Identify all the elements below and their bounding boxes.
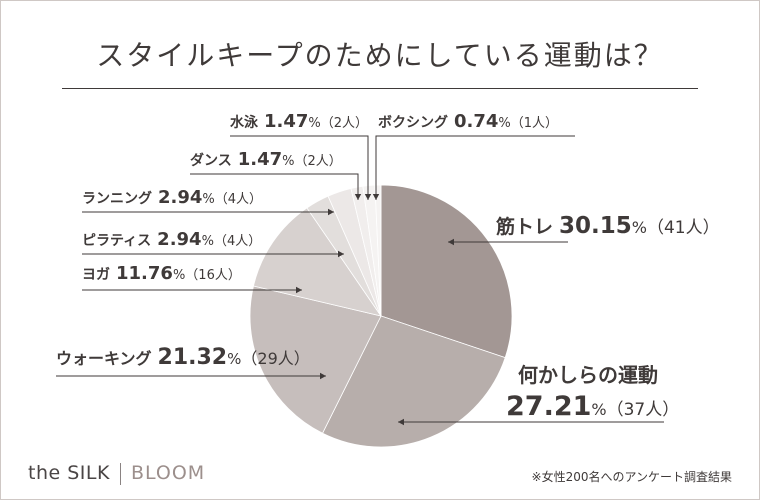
slice-label: 筋トレ 30.15%（41人） xyxy=(496,213,720,239)
brand-name-right: BLOOM xyxy=(130,462,206,484)
slice-label: 水泳 1.47%（2人） xyxy=(230,111,368,132)
leader-line xyxy=(375,135,575,200)
leader-line xyxy=(190,173,359,200)
leader-arrowhead xyxy=(296,286,302,294)
brand-logo: the SILK BLOOM xyxy=(28,462,205,485)
leader-arrowhead xyxy=(372,194,380,200)
leader-line xyxy=(230,135,369,200)
leader-arrowhead xyxy=(364,194,372,200)
pie-slice xyxy=(374,184,382,317)
slice-label: ランニング 2.94%（4人） xyxy=(82,187,262,208)
slice-label: ヨガ 11.76%（16人） xyxy=(82,263,241,284)
leader-arrowhead xyxy=(328,208,334,216)
pie-slice xyxy=(322,315,506,448)
survey-footnote: ※女性200名へのアンケート調査結果 xyxy=(531,470,732,484)
slice-label: ウォーキング 21.32%（29人） xyxy=(56,345,310,370)
title-divider xyxy=(62,88,698,89)
chart-title: スタイルキープのためにしている運動は？ xyxy=(96,39,664,72)
leader-arrowhead xyxy=(398,418,404,426)
pie-slice xyxy=(380,184,513,359)
leader-arrowhead xyxy=(354,194,362,200)
pie-slice xyxy=(253,207,382,317)
slice-label: ダンス 1.47%（2人） xyxy=(190,149,342,170)
pie-slice xyxy=(249,285,382,434)
brand-name-left: the SILK xyxy=(28,462,110,484)
slice-label-name: 何かしらの運動 xyxy=(518,363,658,387)
leader-arrowhead xyxy=(338,250,344,258)
leader-arrowhead xyxy=(320,372,326,380)
slice-label: ピラティス 2.94%（4人） xyxy=(82,229,261,250)
leader-arrowhead xyxy=(448,238,454,246)
slice-label: ボクシング 0.74%（1人） xyxy=(378,111,558,132)
brand-separator xyxy=(119,462,121,485)
slice-label-value: 27.21%（37人） xyxy=(506,391,679,422)
